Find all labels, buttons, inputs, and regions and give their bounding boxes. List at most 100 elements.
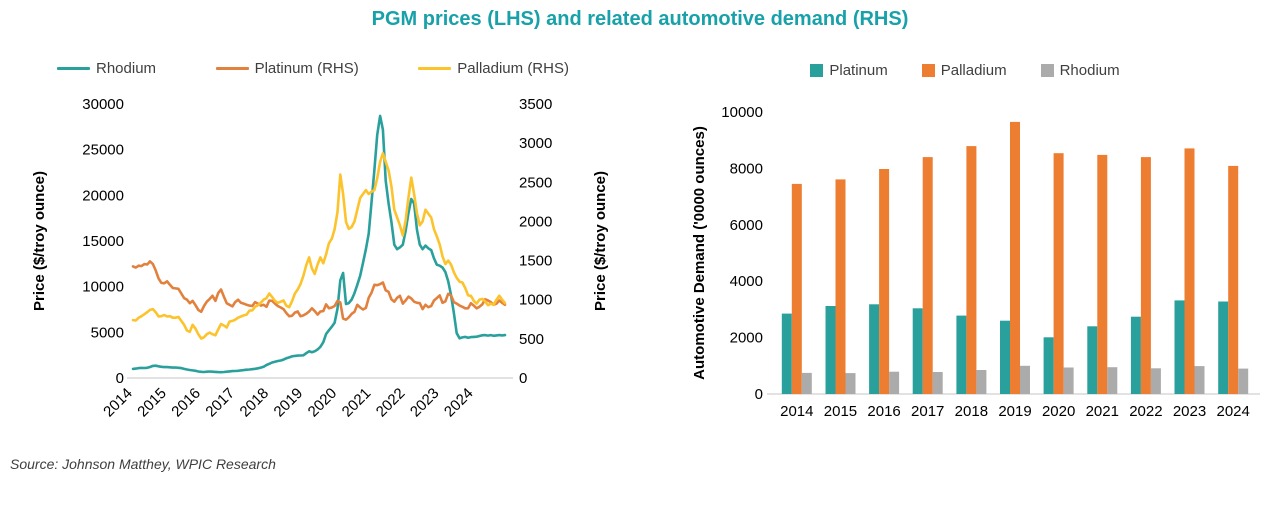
source-note: Source: Johnson Matthey, WPIC Research <box>10 456 276 472</box>
rhodium-swatch <box>57 66 90 71</box>
bar-palladium-2022 <box>1140 157 1151 394</box>
bar-rhodium-2021 <box>1107 367 1118 394</box>
demand-bar-chart: 0 2000 4000 6000 8000 10000 Automotive Demand … <box>691 104 1260 420</box>
bar-chart-legend: Platinum Palladium Rhodium <box>660 62 1270 79</box>
bar-palladium-2017 <box>922 157 933 394</box>
x-category-label: 2015 <box>824 403 857 420</box>
bar-platinum-2018 <box>956 315 967 394</box>
bar-platinum-2019 <box>1000 320 1010 394</box>
x-category-label: 2023 <box>1173 403 1206 420</box>
legend-item-palladium-rhs-: Palladium (RHS) <box>418 60 569 77</box>
price-line-chart: 0 5000 10000 15000 20000 25000 30000 0 500 1000 15… <box>31 96 609 421</box>
legend-label: Rhodium <box>1059 62 1120 79</box>
y-tick-label: 10000 <box>721 104 763 121</box>
legend-item-palladium: Palladium <box>921 62 1007 79</box>
x-tick-label: 2024 <box>441 385 477 421</box>
palladium-rhs--swatch <box>418 66 452 71</box>
bar-platinum-2023 <box>1174 300 1185 394</box>
bar-palladium-2014 <box>791 183 802 394</box>
bar-palladium-2016 <box>879 169 890 394</box>
line-chart-legend: Rhodium Platinum (RHS) Palladium (RHS) <box>57 60 569 77</box>
bar-rhodium-2015 <box>845 373 856 394</box>
x-category-label: 2014 <box>780 403 813 420</box>
rhs-axis-title: Price ($/troy ounce) <box>592 171 609 311</box>
y-tick-label: 6000 <box>730 217 763 234</box>
lhs-tick-label: 25000 <box>82 142 124 159</box>
rhodium-swatch <box>1040 64 1054 77</box>
x-tick-label: 2018 <box>237 385 273 421</box>
y-tick-label: 0 <box>755 386 763 403</box>
legend-label: Palladium <box>940 62 1007 79</box>
bar-platinum-2015 <box>825 306 836 394</box>
palladium-swatch <box>921 64 935 77</box>
rhs-tick-label: 1000 <box>519 292 552 309</box>
bar-palladium-2015 <box>835 179 846 394</box>
y-tick-label: 2000 <box>730 330 763 347</box>
rhs-tick-label: 2000 <box>519 213 552 230</box>
legend-label: Platinum (RHS) <box>254 60 359 77</box>
platinum-rhs--swatch <box>215 66 249 71</box>
lhs-tick-label: 10000 <box>82 279 124 296</box>
bar-platinum-2017 <box>912 308 923 394</box>
y-axis-title: Automotive Demand ('0000 ounces) <box>691 126 708 380</box>
bar-platinum-2014 <box>781 313 792 394</box>
x-tick-label: 2021 <box>339 385 375 421</box>
rhs-tick-label: 3000 <box>519 135 552 152</box>
bar-platinum-2021 <box>1087 326 1098 394</box>
bar-platinum-2016 <box>869 304 880 394</box>
y-tick-label: 4000 <box>730 273 763 290</box>
bar-rhodium-2014 <box>801 372 812 394</box>
legend-label: Platinum <box>829 62 888 79</box>
rhs-tick-label: 500 <box>519 331 544 348</box>
lhs-axis-title: Price ($/troy ounce) <box>31 171 48 311</box>
bar-rhodium-2019 <box>1020 365 1030 394</box>
x-category-label: 2019 <box>998 403 1031 420</box>
x-category-label: 2024 <box>1216 403 1249 420</box>
bar-rhodium-2022 <box>1150 368 1161 394</box>
x-tick-label: 2023 <box>407 385 443 421</box>
y-tick-label: 8000 <box>730 160 763 177</box>
rhs-tick-label: 0 <box>519 370 527 387</box>
rhs-tick-label: 3500 <box>519 96 552 113</box>
bar-platinum-2022 <box>1130 316 1141 394</box>
lhs-tick-label: 15000 <box>82 233 124 250</box>
rhs-tick-label: 1500 <box>519 253 552 270</box>
lhs-tick-label: 0 <box>116 370 124 387</box>
x-tick-label: 2015 <box>134 385 170 421</box>
line-series-rhodium <box>131 114 507 374</box>
line-series-platinum-rhs- <box>131 260 507 322</box>
bar-rhodium-2020 <box>1063 367 1074 394</box>
line-series-palladium-rhs- <box>131 152 507 340</box>
x-category-label: 2018 <box>955 403 988 420</box>
bar-palladium-2024 <box>1228 165 1239 394</box>
x-category-label: 2020 <box>1042 403 1075 420</box>
x-tick-label: 2016 <box>168 385 204 421</box>
legend-label: Rhodium <box>96 60 157 77</box>
bar-palladium-2018 <box>966 146 977 394</box>
x-tick-label: 2017 <box>202 385 238 421</box>
legend-item-rhodium: Rhodium <box>1040 62 1120 79</box>
bar-platinum-2020 <box>1043 337 1054 394</box>
lhs-tick-label: 30000 <box>82 96 124 113</box>
x-tick-label: 2022 <box>373 385 409 421</box>
x-category-label: 2022 <box>1129 403 1162 420</box>
x-tick-label: 2020 <box>305 385 341 421</box>
page-title: PGM prices (LHS) and related automotive … <box>371 8 909 30</box>
x-tick-label: 2019 <box>271 385 307 421</box>
legend-item-platinum-rhs-: Platinum (RHS) <box>215 60 359 77</box>
bar-palladium-2019 <box>1010 121 1020 395</box>
legend-label: Palladium (RHS) <box>457 60 569 77</box>
bar-rhodium-2016 <box>889 371 900 394</box>
rhs-tick-label: 2500 <box>519 174 552 191</box>
bar-rhodium-2023 <box>1194 366 1205 394</box>
lhs-tick-label: 5000 <box>91 324 124 341</box>
bar-rhodium-2024 <box>1238 368 1249 394</box>
x-tick-label: 2014 <box>100 385 136 421</box>
legend-item-platinum: Platinum <box>810 62 888 79</box>
lhs-tick-label: 20000 <box>82 187 124 204</box>
x-category-label: 2021 <box>1086 403 1119 420</box>
x-category-label: 2016 <box>867 403 900 420</box>
x-category-label: 2017 <box>911 403 944 420</box>
platinum-swatch <box>810 64 824 77</box>
